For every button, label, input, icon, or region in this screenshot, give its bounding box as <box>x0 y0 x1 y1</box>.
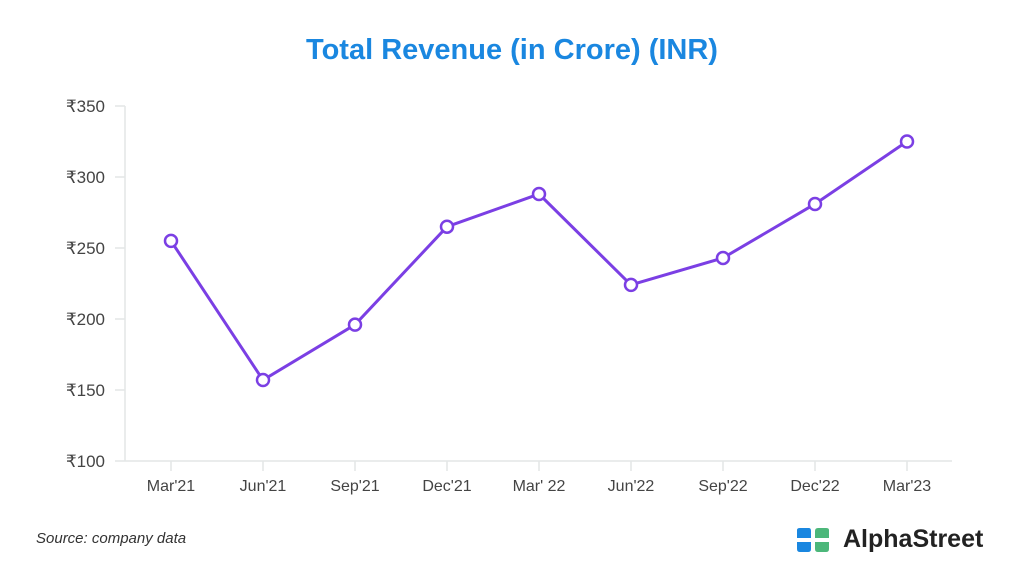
data-point <box>255 372 271 388</box>
data-point <box>623 277 639 293</box>
x-tick-label: Jun'21 <box>240 478 287 495</box>
alphastreet-logo-icon <box>797 527 829 552</box>
x-tick-label: Sep'22 <box>698 478 747 495</box>
data-point <box>807 196 823 212</box>
x-tick-label: Sep'21 <box>330 478 379 495</box>
y-tick-label: ₹200 <box>66 310 105 329</box>
y-tick-label: ₹300 <box>66 168 105 187</box>
y-tick-label: ₹100 <box>66 452 105 471</box>
chart-title: Total Revenue (in Crore) (INR) <box>306 34 718 66</box>
revenue-line <box>169 140 908 383</box>
data-point <box>347 317 363 332</box>
data-point <box>163 233 179 249</box>
data-point <box>899 134 915 149</box>
x-tick-label: Dec'21 <box>422 478 471 495</box>
x-tick-label: Dec'22 <box>790 478 839 495</box>
y-tick-label: ₹250 <box>66 239 105 258</box>
x-tick-label: Mar' 22 <box>513 478 566 495</box>
data-point <box>439 219 455 234</box>
data-point <box>531 186 547 202</box>
y-tick-label: ₹350 <box>66 97 105 116</box>
brand-name: AlphaStreet <box>843 525 984 553</box>
source-note: Source: company data <box>36 530 187 547</box>
y-tick-label: ₹150 <box>66 381 105 400</box>
x-tick-label: Mar'21 <box>147 478 196 495</box>
x-tick-label: Mar'23 <box>883 478 932 495</box>
line-chart: ₹100 ₹150 ₹200 ₹250 ₹300 ₹350 Mar'21 Jun'21 Sep'… <box>66 97 952 495</box>
alphastreet-logo: AlphaStreet <box>795 525 983 554</box>
x-tick-label: Jun'22 <box>608 478 655 495</box>
data-point <box>715 250 731 266</box>
